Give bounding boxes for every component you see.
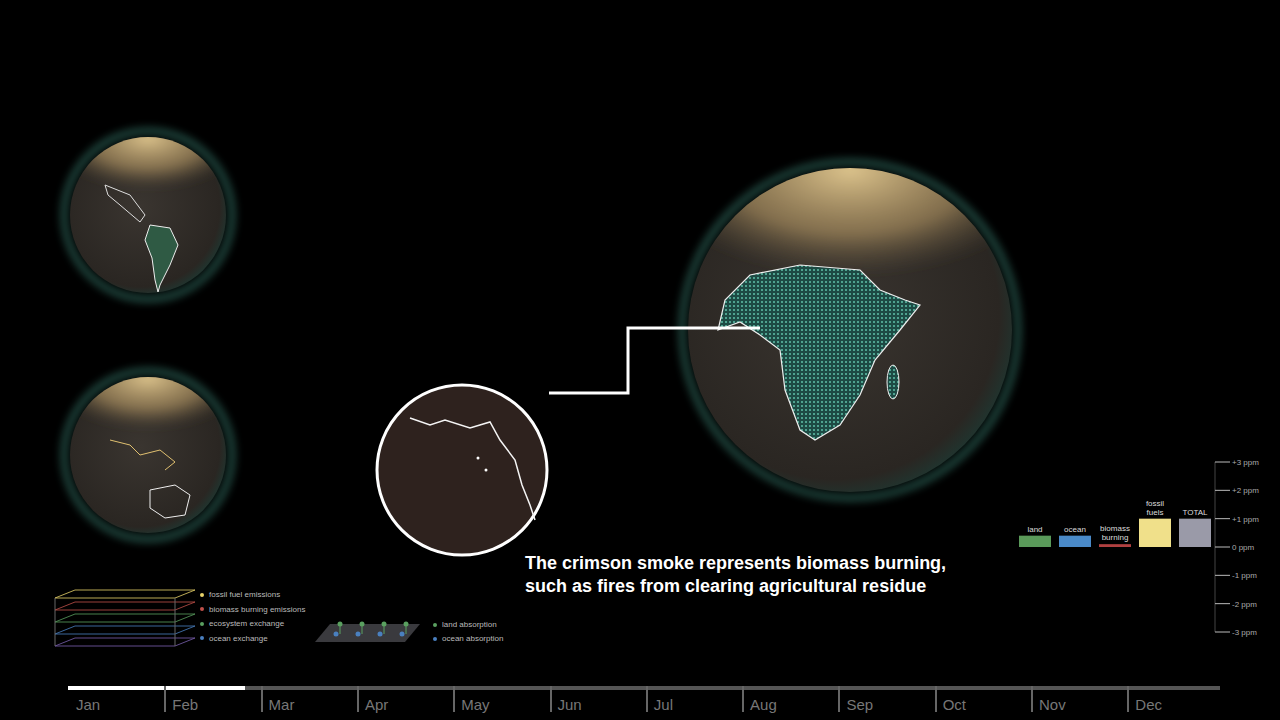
- svg-text:-1 ppm: -1 ppm: [1232, 571, 1257, 580]
- svg-text:+1 ppm: +1 ppm: [1232, 515, 1259, 524]
- html-text:Jul: Jul: [653, 696, 673, 713]
- html-text:Mar: Mar: [268, 696, 295, 713]
- svg-text:TOTAL: TOTAL: [1182, 508, 1208, 517]
- html-text:Nov: Nov: [1039, 696, 1066, 713]
- html-text:Jan: Jan: [76, 696, 101, 713]
- html-text:May: May: [461, 696, 490, 713]
- html-text:Apr: Apr: [364, 696, 389, 713]
- html-text:biomass burning emissions: biomass burning emissions: [209, 604, 306, 614]
- svg-text:0 ppm: 0 ppm: [1232, 543, 1255, 552]
- svg-text:+2 ppm: +2 ppm: [1232, 486, 1259, 495]
- html-text:Aug: Aug: [750, 696, 777, 713]
- html-text:fossil fuel emissions: fossil fuel emissions: [209, 590, 281, 599]
- html-text:Oct: Oct: [942, 696, 966, 713]
- svg-text:fossilfuels: fossilfuels: [1146, 499, 1164, 517]
- svg-text:-3 ppm: -3 ppm: [1232, 628, 1257, 637]
- html-text:land absorption: land absorption: [442, 620, 497, 629]
- html-text:ocean exchange: ocean exchange: [209, 633, 268, 643]
- svg-text:ocean: ocean: [1064, 525, 1086, 534]
- html-text:Dec: Dec: [1135, 696, 1162, 713]
- html-text:Sep: Sep: [846, 696, 874, 713]
- html-text:such as fires from clearing ag: such as fires from clearing agricultural…: [525, 576, 927, 596]
- svg-text:land: land: [1027, 525, 1042, 534]
- html-text:ocean absorption: ocean absorption: [442, 634, 504, 643]
- html-text:Jun: Jun: [557, 696, 582, 713]
- html-text:Feb: Feb: [172, 696, 199, 713]
- svg-text:-2 ppm: -2 ppm: [1232, 600, 1257, 609]
- svg-text:biomassburning: biomassburning: [1100, 524, 1130, 542]
- html-text:The crimson smoke represents b: The crimson smoke represents biomass bur…: [525, 553, 947, 573]
- svg-text:+3 ppm: +3 ppm: [1232, 458, 1259, 467]
- html-text:ecosystem exchange: ecosystem exchange: [209, 619, 285, 628]
